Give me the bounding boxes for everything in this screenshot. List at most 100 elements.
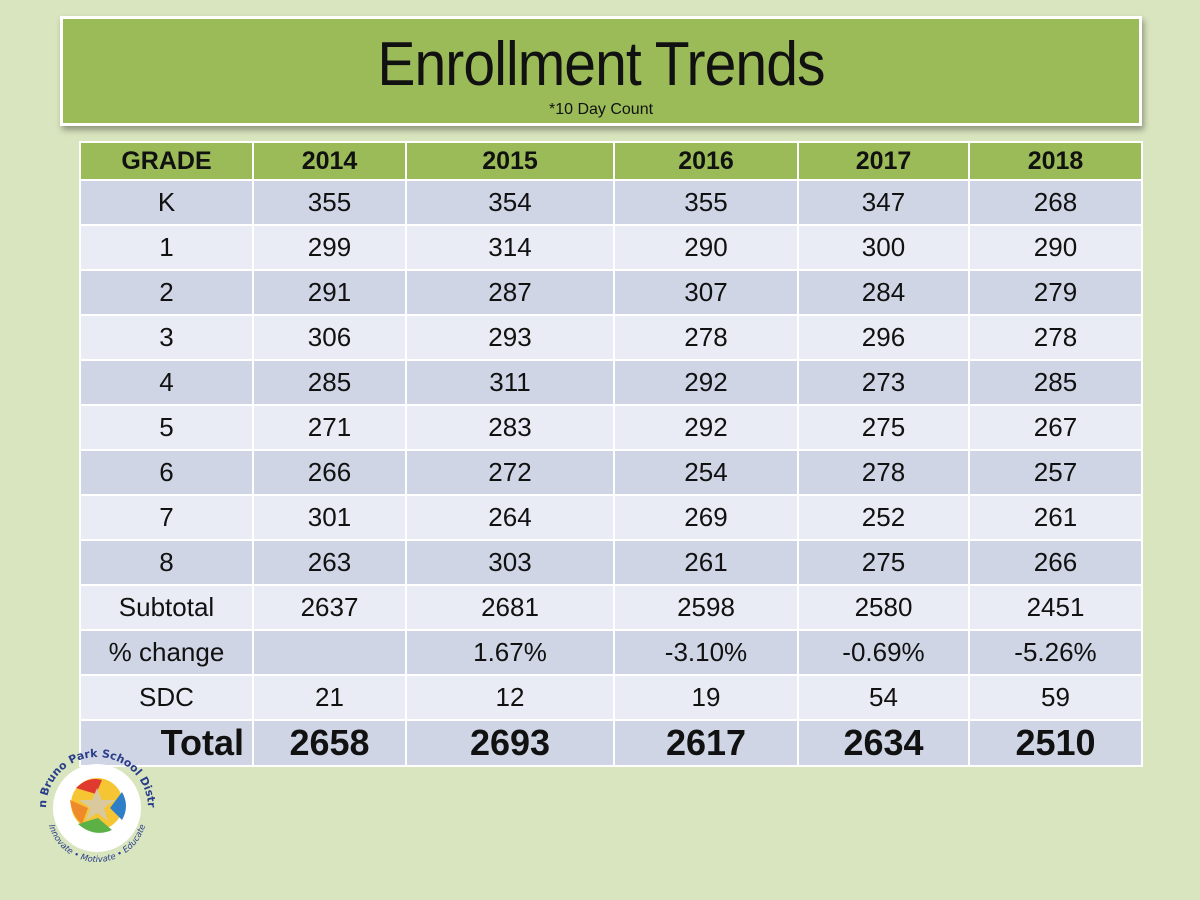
table-row: 8 263 303 261 275 266 [79,539,1143,586]
total-row: Total 2658 2693 2617 2634 2510 [79,719,1143,767]
value-cell: 275 [797,404,970,451]
total-cell: 2658 [252,719,407,767]
value-cell: 1.67% [405,629,615,676]
value-cell: 314 [405,224,615,271]
value-cell: 355 [613,179,799,226]
header-2015: 2015 [405,141,615,181]
value-cell: 285 [968,359,1143,406]
total-cell: 2634 [797,719,970,767]
value-cell: 21 [252,674,407,721]
percent-change-row: % change 1.67% -3.10% -0.69% -5.26% [79,629,1143,676]
value-cell: 300 [797,224,970,271]
value-cell: 254 [613,449,799,496]
table-row: 4 285 311 292 273 285 [79,359,1143,406]
value-cell: 2580 [797,584,970,631]
value-cell: 278 [968,314,1143,361]
value-cell: 12 [405,674,615,721]
value-cell: 2451 [968,584,1143,631]
value-cell: 278 [613,314,799,361]
value-cell: 347 [797,179,970,226]
page-subtitle: *10 Day Count [548,101,654,118]
value-cell: 2598 [613,584,799,631]
row-label: SDC [79,674,254,721]
value-cell: 355 [252,179,407,226]
value-cell: 293 [405,314,615,361]
grade-cell: 6 [79,449,254,496]
value-cell: 269 [613,494,799,541]
total-cell: 2617 [613,719,799,767]
value-cell: 2681 [405,584,615,631]
grade-cell: 8 [79,539,254,586]
value-cell: 261 [613,539,799,586]
grade-cell: K [79,179,254,226]
value-cell: 284 [797,269,970,316]
value-cell: 307 [613,269,799,316]
table-row: K 355 354 355 347 268 [79,179,1143,226]
value-cell: 263 [252,539,407,586]
value-cell: 290 [613,224,799,271]
value-cell: 290 [968,224,1143,271]
value-cell: 301 [252,494,407,541]
value-cell: 271 [252,404,407,451]
value-cell: 306 [252,314,407,361]
grade-cell: 5 [79,404,254,451]
value-cell: 287 [405,269,615,316]
value-cell: 268 [968,179,1143,226]
value-cell: 2637 [252,584,407,631]
page-title: Enrollment Trends [377,30,825,99]
row-label: Total [79,719,254,767]
value-cell: 273 [797,359,970,406]
logo-figure-orange-icon [70,800,88,824]
header-grade: GRADE [79,141,254,181]
value-cell: -5.26% [968,629,1143,676]
value-cell: 354 [405,179,615,226]
grade-cell: 2 [79,269,254,316]
header-2016: 2016 [613,141,799,181]
table-row: 5 271 283 292 275 267 [79,404,1143,451]
grade-cell: 3 [79,314,254,361]
row-label: Subtotal [79,584,254,631]
value-cell: 266 [968,539,1143,586]
total-cell: 2693 [405,719,615,767]
value-cell: 279 [968,269,1143,316]
value-cell: 292 [613,359,799,406]
enrollment-table: GRADE 2014 2015 2016 2017 2018 K 355 354… [79,141,1143,767]
value-cell: 272 [405,449,615,496]
value-cell: 285 [252,359,407,406]
table-row: 1 299 314 290 300 290 [79,224,1143,271]
value-cell: -3.10% [613,629,799,676]
value-cell: 292 [613,404,799,451]
value-cell: 303 [405,539,615,586]
table-row: 3 306 293 278 296 278 [79,314,1143,361]
value-cell: 19 [613,674,799,721]
district-logo: San Bruno Park School District Innovate … [32,740,158,865]
header-row: GRADE 2014 2015 2016 2017 2018 [79,141,1143,181]
subtotal-row: Subtotal 2637 2681 2598 2580 2451 [79,584,1143,631]
value-cell [252,629,407,676]
title-banner: Enrollment Trends *10 Day Count [60,16,1142,126]
value-cell: 261 [968,494,1143,541]
header-2017: 2017 [797,141,970,181]
logo-figure-green-icon [78,818,112,833]
grade-cell: 4 [79,359,254,406]
value-cell: -0.69% [797,629,970,676]
table-row: 2 291 287 307 284 279 [79,269,1143,316]
logo-figure-blue-icon [110,792,126,820]
value-cell: 59 [968,674,1143,721]
value-cell: 311 [405,359,615,406]
value-cell: 299 [252,224,407,271]
value-cell: 296 [797,314,970,361]
value-cell: 283 [405,404,615,451]
value-cell: 266 [252,449,407,496]
logo-figure-red-icon [76,779,102,794]
row-label: % change [79,629,254,676]
sdc-row: SDC 21 12 19 54 59 [79,674,1143,721]
value-cell: 291 [252,269,407,316]
grade-cell: 1 [79,224,254,271]
grade-cell: 7 [79,494,254,541]
total-cell: 2510 [968,719,1143,767]
value-cell: 275 [797,539,970,586]
header-2018: 2018 [968,141,1143,181]
value-cell: 257 [968,449,1143,496]
value-cell: 267 [968,404,1143,451]
